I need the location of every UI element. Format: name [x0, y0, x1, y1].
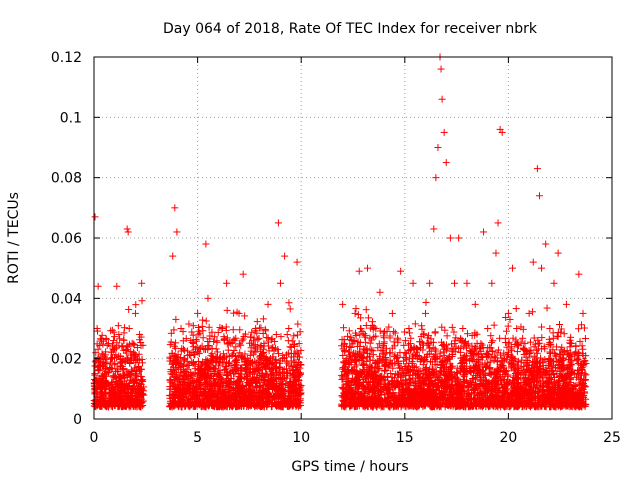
data-point [103, 341, 111, 349]
data-point [108, 355, 116, 363]
data-point [431, 329, 439, 337]
data-point [438, 323, 446, 331]
data-point [504, 322, 512, 330]
data-point [390, 328, 398, 336]
data-point [236, 326, 244, 334]
data-point [187, 352, 195, 360]
data-point [450, 328, 458, 336]
data-point [138, 355, 146, 363]
data-point [120, 329, 128, 337]
data-point [543, 304, 551, 312]
data-point [502, 327, 510, 335]
data-point [108, 326, 116, 334]
data-point [199, 334, 207, 342]
data-point [290, 332, 298, 340]
x-axis-label: GPS time / hours [291, 459, 408, 475]
data-point [139, 397, 147, 405]
data-point [139, 359, 147, 367]
data-point [364, 314, 372, 322]
data-point [368, 346, 376, 354]
data-point [185, 320, 193, 328]
data-point [98, 331, 106, 339]
data-point [229, 326, 237, 334]
data-point [283, 331, 291, 339]
data-point [98, 350, 106, 358]
data-point [172, 315, 180, 323]
data-point [406, 329, 414, 337]
data-point [202, 317, 210, 325]
data-point [487, 332, 495, 340]
data-point [253, 318, 261, 326]
data-point [362, 306, 370, 314]
data-point [132, 301, 140, 309]
data-point [91, 371, 99, 379]
data-point [545, 335, 553, 343]
data-point [512, 305, 520, 313]
data-point [108, 348, 116, 356]
data-point [345, 327, 353, 335]
data-point [223, 306, 231, 314]
data-point [214, 328, 222, 336]
data-point [284, 337, 292, 345]
data-point [194, 323, 202, 331]
data-point [137, 372, 145, 380]
data-point [128, 339, 136, 347]
data-point [237, 341, 245, 349]
data-point [285, 299, 293, 307]
data-point [406, 340, 414, 348]
data-point [448, 340, 456, 348]
grid-lines [94, 57, 612, 419]
data-point [294, 320, 302, 328]
data-point [194, 331, 202, 339]
data-point [199, 316, 207, 324]
data-point [188, 328, 196, 336]
chart-title: Day 064 of 2018, Rate Of TEC Index for r… [163, 21, 538, 37]
data-point [114, 322, 122, 330]
data-point [138, 297, 146, 305]
data-point [198, 322, 206, 330]
data-point [286, 305, 294, 313]
data-point [102, 334, 110, 342]
data-point [551, 349, 559, 357]
data-point [137, 376, 145, 384]
data-point [555, 320, 563, 328]
data-point [125, 305, 133, 313]
data-point [422, 298, 430, 306]
data-point [448, 323, 456, 331]
data-point [356, 325, 364, 333]
data-point [96, 362, 104, 370]
data-point [385, 323, 393, 331]
data-point [340, 324, 348, 332]
data-point [513, 348, 521, 356]
data-point [110, 328, 118, 336]
data-points [90, 53, 590, 411]
data-point [401, 328, 409, 336]
data-point [193, 343, 201, 351]
data-point [259, 315, 267, 323]
data-point [212, 345, 220, 353]
data-point [189, 322, 197, 330]
data-point [490, 321, 498, 329]
data-point [538, 323, 546, 331]
data-point [224, 346, 232, 354]
y-axis-label: ROTI / TECUs [6, 192, 22, 284]
data-point [394, 358, 402, 366]
data-point [230, 335, 238, 343]
data-point [496, 334, 504, 342]
data-point [352, 305, 360, 313]
data-point [418, 322, 426, 330]
data-point [246, 351, 254, 359]
data-point [464, 330, 472, 338]
